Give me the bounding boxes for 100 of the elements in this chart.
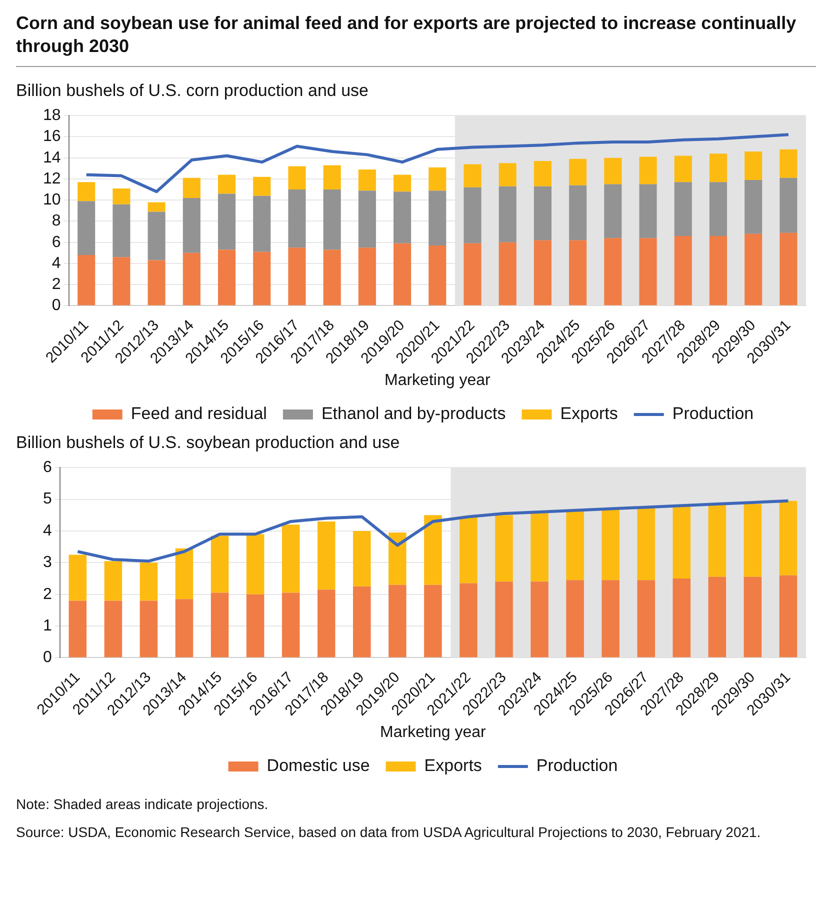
bar	[210, 592, 229, 658]
bar	[780, 232, 798, 306]
bar	[78, 201, 96, 256]
bar	[68, 600, 87, 658]
y-tick-label: 6	[42, 459, 52, 476]
bar	[428, 246, 446, 306]
bar	[78, 182, 96, 202]
text: Note: Shaded areas indicate projections.	[16, 795, 270, 813]
x-axis-title: Marketing year	[384, 372, 491, 389]
bar	[566, 580, 584, 658]
y-tick-label: 5	[42, 490, 52, 508]
bar	[530, 582, 548, 658]
bar	[604, 184, 622, 238]
y-tick-label: 4	[52, 254, 61, 272]
chart-subtitle: Billion bushels of U.S. corn production and use	[16, 81, 370, 101]
bar	[140, 600, 158, 658]
bar	[282, 524, 300, 593]
source-note: Source: USDA, Economic Research Service, based on data from USDA Agricultural Projections to 2030, February 2021.	[16, 823, 762, 841]
y-tick-label: 2	[42, 586, 52, 603]
bar	[566, 510, 584, 580]
bar	[602, 580, 620, 658]
bar	[358, 169, 376, 191]
bar	[358, 248, 376, 306]
bar	[148, 260, 166, 306]
bar	[218, 250, 236, 306]
bar	[175, 599, 194, 658]
bar	[68, 554, 87, 601]
bar	[495, 515, 513, 582]
legend-label: Ethanol and by-products	[321, 404, 506, 424]
bar	[602, 508, 620, 580]
bar	[104, 561, 122, 601]
bar	[674, 182, 692, 236]
bar	[148, 212, 166, 260]
y-tick-label: 0	[42, 649, 52, 666]
bar	[253, 196, 271, 252]
y-tick-label: 3	[42, 554, 52, 572]
bar	[744, 152, 762, 180]
bar	[388, 532, 406, 585]
y-tick-label: 2	[52, 276, 61, 294]
bar	[534, 240, 552, 306]
bar	[323, 190, 341, 250]
bar	[353, 586, 371, 658]
bar	[253, 176, 271, 196]
bar	[708, 504, 726, 577]
bar	[460, 516, 478, 584]
bar	[353, 530, 371, 586]
bar	[604, 238, 622, 306]
bar	[182, 252, 200, 306]
y-tick-label: 14	[43, 149, 61, 166]
bar	[288, 190, 306, 248]
bar	[495, 582, 513, 658]
chart-subtitle: Billion bushels of U.S. soybean production and use	[16, 433, 401, 453]
bar	[388, 584, 406, 658]
bar	[464, 243, 482, 306]
bar	[246, 594, 264, 658]
bar	[637, 507, 656, 580]
bar	[530, 512, 548, 582]
bar	[498, 242, 516, 306]
bar	[112, 188, 130, 204]
bar	[604, 158, 622, 184]
y-tick-label: 6	[52, 234, 61, 251]
bar	[779, 500, 798, 576]
bar	[358, 190, 376, 248]
bar	[140, 562, 158, 601]
bar	[709, 236, 728, 306]
bar	[708, 576, 726, 658]
bar	[288, 166, 306, 190]
bar	[639, 184, 657, 238]
bar	[104, 600, 122, 658]
bar	[534, 186, 552, 240]
y-tick-label: 18	[43, 107, 61, 124]
bar	[460, 583, 478, 658]
bar	[637, 580, 656, 658]
chart-title: Corn and soybean use for animal feed and for exports are projected to increase continually through 2030	[16, 12, 816, 67]
y-tick-label: 10	[43, 192, 61, 209]
bar	[394, 243, 412, 306]
bar	[182, 178, 200, 198]
bar	[428, 190, 446, 246]
bar	[498, 163, 516, 186]
bar	[182, 198, 200, 253]
bar	[148, 202, 166, 212]
legend-label: Domestic use	[266, 756, 370, 776]
bar	[112, 204, 130, 258]
bar	[744, 180, 762, 234]
bar	[780, 149, 798, 178]
bar	[744, 234, 762, 306]
bar	[246, 534, 264, 594]
bar	[428, 167, 446, 191]
legend-label: Exports	[424, 756, 482, 776]
bar	[218, 194, 236, 250]
bar	[210, 536, 229, 593]
bar	[639, 238, 657, 306]
bar	[569, 240, 587, 306]
bar	[569, 185, 587, 240]
bar	[218, 174, 236, 194]
bar	[394, 174, 412, 192]
bar	[534, 161, 552, 186]
bar	[672, 578, 691, 658]
y-tick-label: 16	[43, 128, 61, 146]
bar	[744, 576, 762, 658]
